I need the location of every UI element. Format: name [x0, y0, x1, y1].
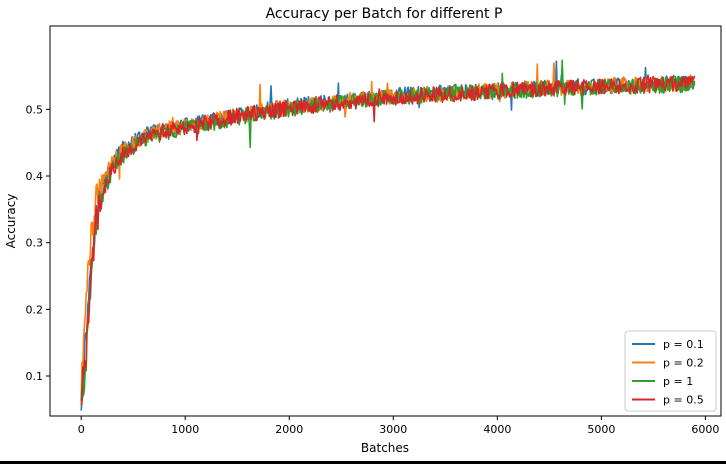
- y-axis: 0.1 0.2 0.3 0.4 0.5: [26, 103, 50, 383]
- legend-label-2: p = 1: [663, 375, 693, 388]
- legend-label-3: p = 0.5: [663, 394, 704, 407]
- legend-box: [624, 330, 717, 412]
- y-tick-label: 0.3: [26, 237, 44, 250]
- series-line-3: [80, 74, 696, 406]
- x-axis-label: Batches: [361, 441, 409, 455]
- series-line-1: [80, 62, 695, 403]
- series-line-0: [80, 60, 696, 411]
- legend-label-1: p = 0.2: [663, 357, 704, 370]
- y-tick-label: 0.5: [26, 103, 44, 116]
- x-tick-label: 2000: [275, 423, 303, 436]
- x-tick-label: 1000: [171, 423, 199, 436]
- x-tick-label: 6000: [691, 423, 719, 436]
- x-tick-label: 3000: [379, 423, 407, 436]
- bottom-border: [0, 461, 726, 464]
- x-tick-label: 4000: [483, 423, 511, 436]
- x-tick-label: 0: [78, 423, 85, 436]
- y-tick-label: 0.4: [26, 170, 44, 183]
- legend-label-0: p = 0.1: [663, 338, 704, 351]
- plot-area: [80, 59, 696, 411]
- chart-title: Accuracy per Batch for different P: [266, 6, 503, 22]
- legend: p = 0.1 p = 0.2 p = 1 p = 0.5: [624, 330, 717, 412]
- x-axis: 0 1000 2000 3000 4000 5000 6000: [78, 416, 719, 436]
- y-axis-label: Accuracy: [4, 194, 18, 249]
- x-tick-label: 5000: [587, 423, 615, 436]
- series-line-2: [80, 59, 696, 401]
- y-tick-label: 0.1: [26, 370, 44, 383]
- y-tick-label: 0.2: [26, 303, 44, 316]
- axes-frame: [49, 25, 722, 417]
